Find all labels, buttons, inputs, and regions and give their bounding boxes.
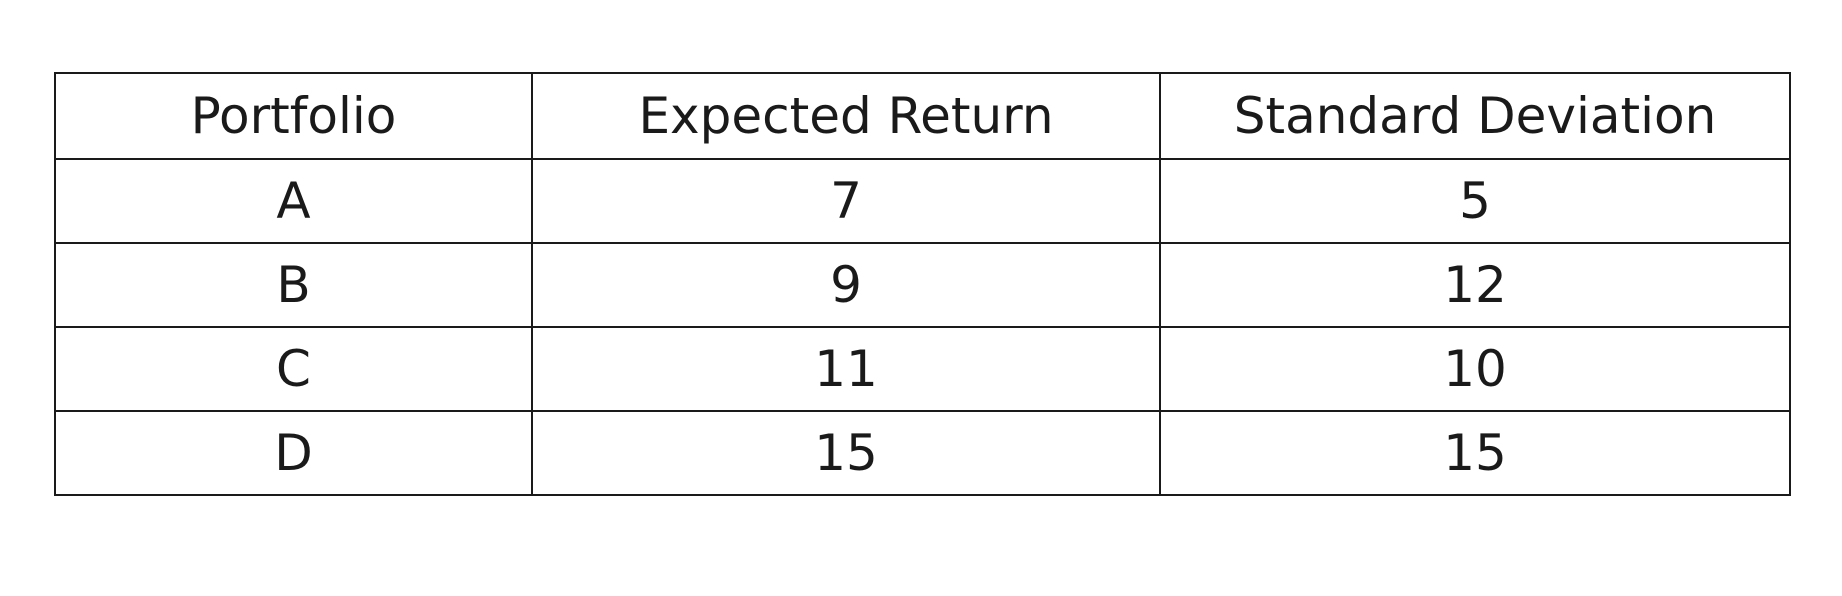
table-row: D 15 15 xyxy=(54,410,1791,496)
cell-expected-return: 15 xyxy=(531,410,1161,496)
portfolio-table-container: Portfolio Expected Return Standard Devia… xyxy=(54,72,1791,496)
portfolio-table: Portfolio Expected Return Standard Devia… xyxy=(54,72,1791,496)
table-row: C 11 10 xyxy=(54,326,1791,412)
cell-standard-deviation: 12 xyxy=(1159,242,1791,328)
table-row: B 9 12 xyxy=(54,242,1791,328)
cell-portfolio: D xyxy=(54,410,533,496)
cell-portfolio: A xyxy=(54,158,533,244)
header-portfolio: Portfolio xyxy=(54,72,533,160)
table-row: A 7 5 xyxy=(54,158,1791,244)
table-body: A 7 5 B 9 12 C 11 10 D 15 15 xyxy=(54,158,1791,496)
header-expected-return: Expected Return xyxy=(531,72,1161,160)
cell-standard-deviation: 5 xyxy=(1159,158,1791,244)
cell-portfolio: B xyxy=(54,242,533,328)
cell-portfolio: C xyxy=(54,326,533,412)
cell-expected-return: 7 xyxy=(531,158,1161,244)
header-row: Portfolio Expected Return Standard Devia… xyxy=(54,72,1791,160)
cell-standard-deviation: 15 xyxy=(1159,410,1791,496)
cell-expected-return: 9 xyxy=(531,242,1161,328)
cell-standard-deviation: 10 xyxy=(1159,326,1791,412)
header-standard-deviation: Standard Deviation xyxy=(1159,72,1791,160)
table-header: Portfolio Expected Return Standard Devia… xyxy=(54,72,1791,160)
cell-expected-return: 11 xyxy=(531,326,1161,412)
